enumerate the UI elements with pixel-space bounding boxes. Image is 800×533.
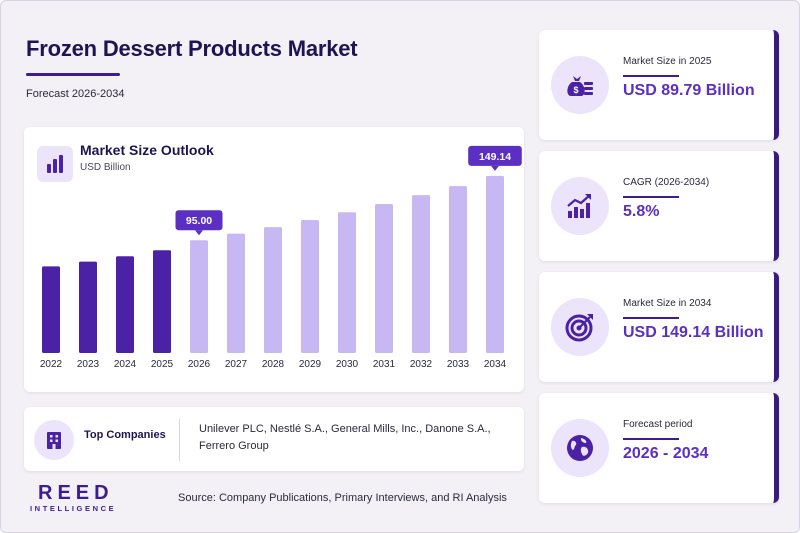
stat-value: 2026 - 2034 (623, 445, 709, 462)
growth-chart-icon (551, 177, 609, 235)
stat-label: Market Size in 2034 (623, 298, 712, 309)
chart-title: Market Size Outlook (80, 142, 214, 158)
bar-2025 (153, 250, 171, 353)
target-icon (551, 298, 609, 356)
bar-2031 (375, 203, 393, 353)
logo-intelligence: INTELLIGENCE (30, 504, 117, 513)
callout-2034: 149.14 (468, 145, 522, 171)
money-bag-icon: $ (551, 56, 609, 114)
top-companies-card: Top Companies Unilever PLC, Nestlé S.A.,… (24, 407, 524, 471)
stat-underline (623, 75, 679, 77)
bar-2022 (42, 266, 60, 353)
top-companies-list: Unilever PLC, Nestlé S.A., General Mills… (199, 423, 491, 452)
x-tick-label: 2025 (151, 359, 174, 370)
stat-card-cagr: CAGR (2026-2034) 5.8% (539, 151, 779, 261)
bar-2028 (264, 227, 282, 353)
stat-value: USD 149.14 Billion (623, 324, 764, 341)
chart-unit: USD Billion (80, 162, 131, 173)
bar-chart-icon (37, 146, 73, 182)
stat-card-forecast-period: Forecast period 2026 - 2034 (539, 393, 779, 503)
stat-underline (623, 196, 679, 198)
divider (179, 419, 180, 461)
stat-label: Market Size in 2025 (623, 56, 712, 67)
callout-label: 149.14 (479, 151, 511, 163)
source-note: Source: Company Publications, Primary In… (178, 492, 507, 504)
x-tick-label: 2030 (336, 359, 359, 370)
bar-2023 (79, 261, 97, 353)
x-tick-label: 2032 (410, 359, 433, 370)
x-tick-label: 2029 (299, 359, 322, 370)
stat-underline (623, 317, 679, 319)
page-subtitle: Forecast 2026-2034 (26, 88, 125, 100)
title-underline (26, 73, 120, 76)
bar-2029 (301, 220, 319, 353)
stat-label: CAGR (2026-2034) (623, 177, 710, 188)
bar-2030 (338, 212, 356, 353)
x-tick-label: 2031 (373, 359, 396, 370)
stat-label: Forecast period (623, 419, 693, 430)
x-tick-label: 2028 (262, 359, 285, 370)
stat-underline (623, 438, 679, 440)
bar-2032 (412, 195, 430, 353)
stat-card-market-size-2034: Market Size in 2034 USD 149.14 Billion (539, 272, 779, 382)
callout-label: 95.00 (186, 215, 212, 227)
stat-value: USD 89.79 Billion (623, 82, 755, 99)
bar-2034 (486, 175, 504, 353)
globe-icon (551, 419, 609, 477)
x-tick-label: 2027 (225, 359, 248, 370)
svg-text:$: $ (573, 85, 578, 95)
stat-card-market-size-2025: $ Market Size in 2025 USD 89.79 Billion (539, 30, 779, 140)
callout-2026: 95.00 (175, 210, 223, 236)
bar-2027 (227, 233, 245, 353)
logo-reed: REED (38, 482, 114, 504)
bar-chart: 2022 2023 2024 2025 2026 2027 2028 2029 2030 2031… (40, 145, 522, 370)
page-title: Frozen Dessert Products Market (26, 36, 358, 61)
building-icon (34, 420, 74, 460)
x-tick-label: 2034 (484, 359, 507, 370)
x-tick-label: 2022 (40, 359, 63, 370)
bar-2024 (116, 256, 134, 353)
bar-2033 (449, 186, 467, 353)
x-tick-label: 2024 (114, 359, 137, 370)
x-tick-label: 2026 (188, 359, 211, 370)
x-tick-label: 2023 (77, 359, 100, 370)
x-tick-label: 2033 (447, 359, 470, 370)
stat-value: 5.8% (623, 203, 660, 220)
top-companies-label: Top Companies (84, 429, 166, 441)
market-size-chart-card: 2022 2023 2024 2025 2026 2027 2028 2029 2030 2031… (24, 127, 524, 392)
bar-2026 (190, 240, 208, 353)
